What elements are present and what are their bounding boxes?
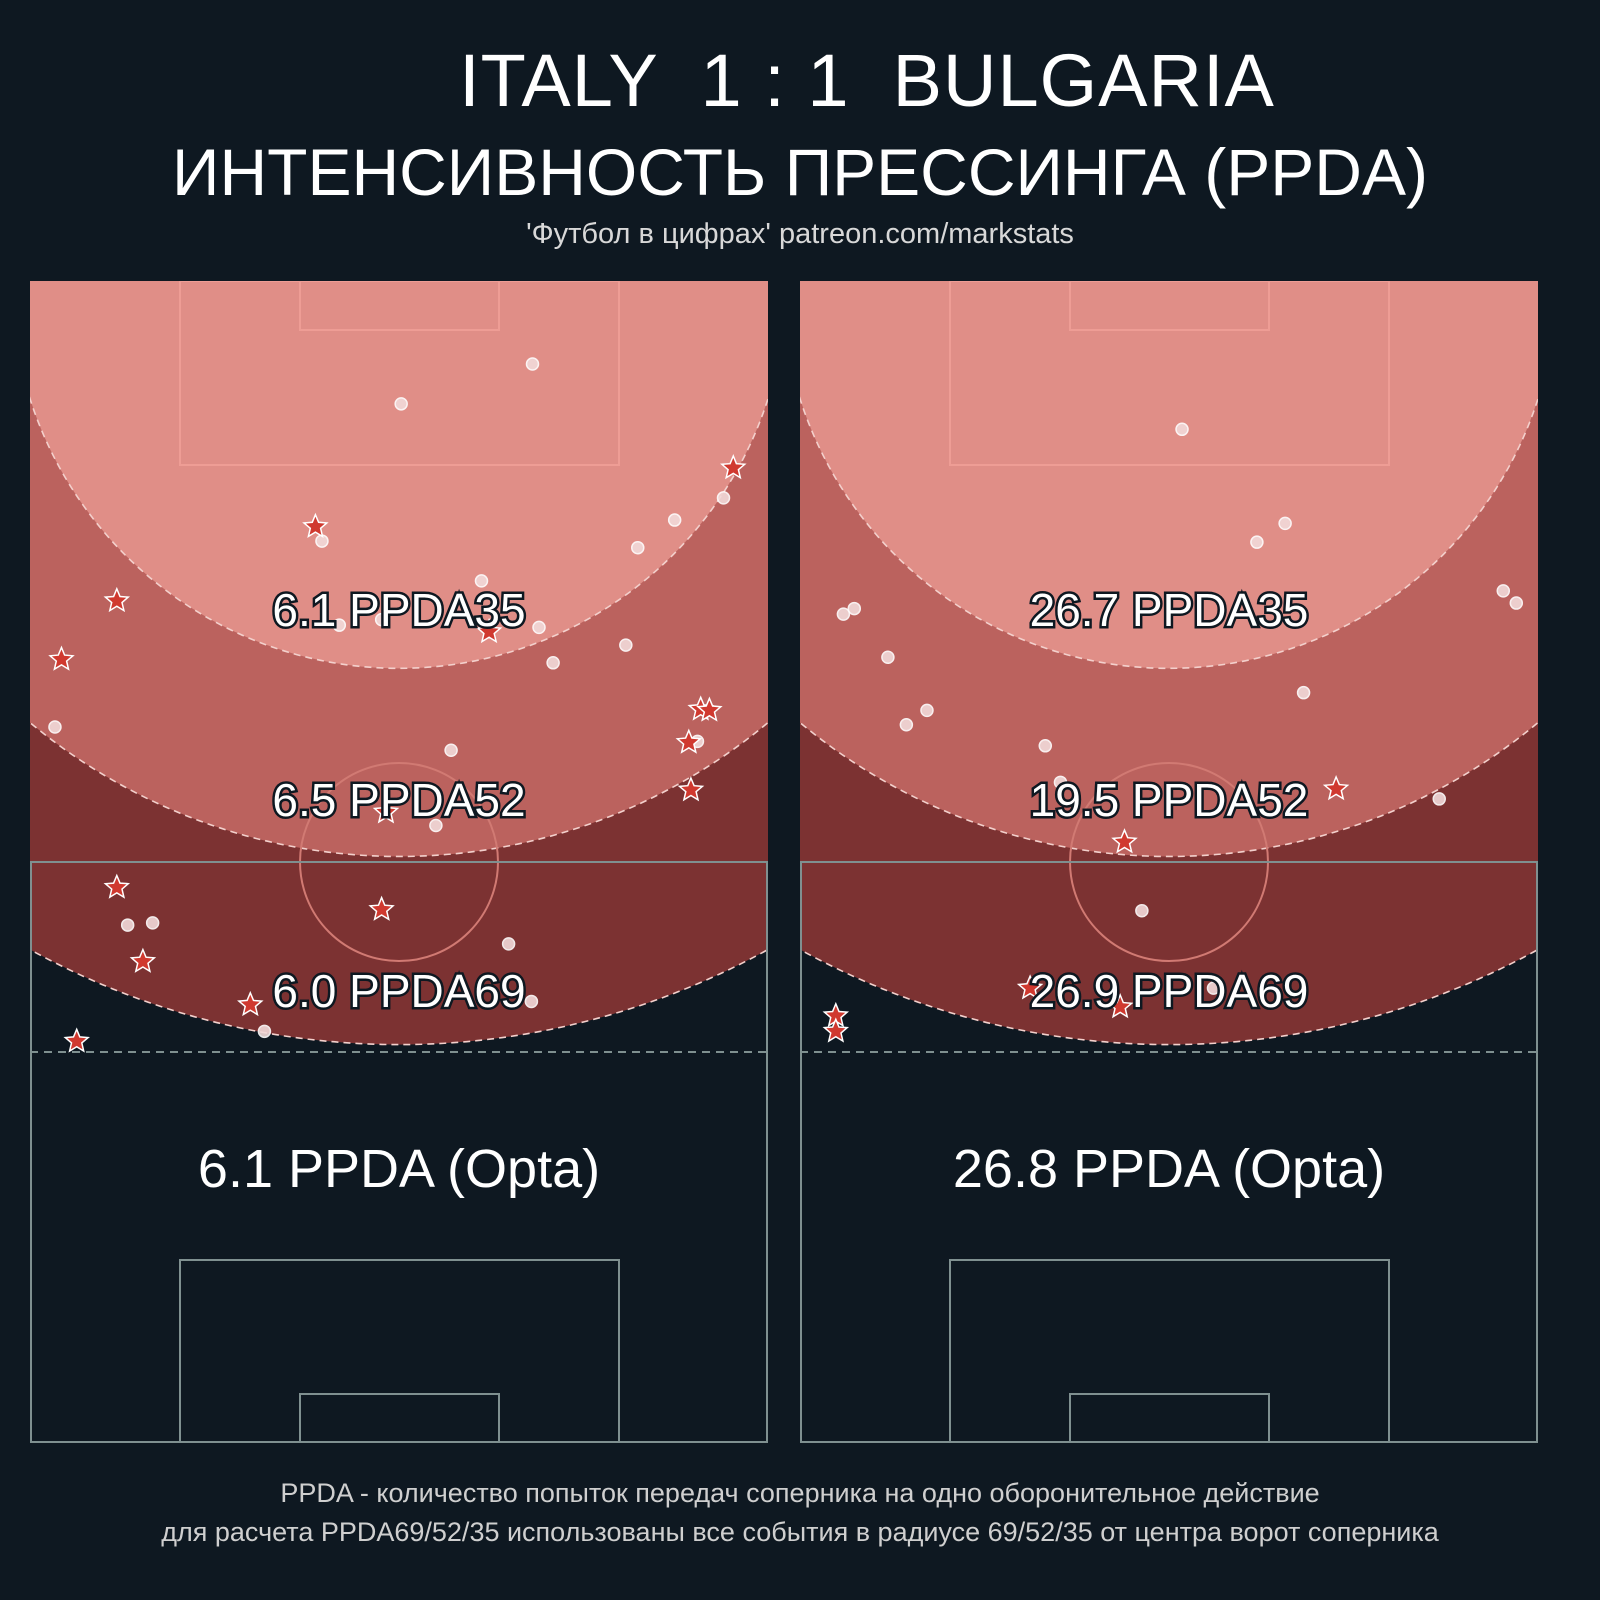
zones [800,281,1538,1046]
event-star [475,617,503,644]
event-dot [1509,596,1524,610]
source-credit: 'Футбол в цифрах' patreon.com/markstats [526,218,1074,250]
penalty-box-top [949,281,1390,466]
event-dot [524,994,539,1009]
six-yard-box-top [1069,281,1270,331]
event-dot [1250,535,1264,549]
event-star [720,454,747,480]
opta-ppda-label: 26.8 PPDA (Opta) [953,1139,1385,1199]
event-dot [120,918,135,932]
zone-label-52: 6.5 PPDA52 [272,774,525,826]
zone-label-69: 26.9 PPDA69 [1030,965,1309,1017]
event-dot [1175,422,1189,437]
event-star [103,586,131,613]
event-dot [881,650,895,665]
event-dot [546,656,560,670]
penalty-box-bottom [949,1259,1390,1443]
event-dot [1432,792,1446,806]
event-dot [474,574,489,588]
event-star [302,512,329,538]
event-dot [899,718,914,732]
zone-35 [800,281,1538,669]
event-dot [1496,584,1511,598]
event-star [677,776,705,802]
pitch-border-lower [30,861,768,1443]
zone-boundary-52 [800,721,1538,858]
event-dot [1135,903,1149,918]
zone-35 [30,281,768,669]
event-dot [1038,739,1053,753]
zone-label-35: 26.7 PPDA35 [1030,584,1309,636]
event-star [368,895,395,921]
event-dot [374,612,389,627]
event-star [1322,775,1350,801]
event-dot [631,540,645,555]
event-dot [532,620,546,635]
event-star [675,728,703,754]
event-dot [145,916,160,930]
event-dot [501,937,516,951]
zone-label-35: 6.1 PPDA35 [272,584,525,636]
chart-subtitle: ИНТЕНСИВНОСТЬ ПРЕССИНГА (PPDA) [172,135,1428,209]
six-yard-box-top [299,281,500,331]
event-dot [716,491,731,505]
event-dot [847,601,862,616]
event-star [1016,974,1044,1000]
event-dot [444,743,458,757]
pitch-right: 26.7 PPDA35 19.5 PPDA52 26.9 PPDA69 26.8 PP… [800,281,1538,1443]
event-dot [1206,981,1221,995]
event-star [237,990,264,1017]
event-star [696,696,723,722]
event-star [372,798,400,824]
event-star [1111,828,1138,854]
zone-boundary-52 [30,721,768,858]
footer-line-2: для расчета PPDA69/52/35 использованы вс… [161,1517,1439,1547]
event-star [48,645,75,671]
footer-line-1: PPDA - количество попыток передач соперн… [280,1478,1320,1508]
opta-ppda-label: 6.1 PPDA (Opta) [198,1139,600,1199]
event-dot [394,397,408,411]
event-dot [48,720,62,734]
zone-label-69: 6.0 PPDA69 [272,965,525,1017]
event-star [822,1017,850,1043]
event-dot [332,618,347,632]
event-star [103,873,131,899]
event-dot [667,513,682,527]
event-dot [257,1024,272,1039]
event-dot [920,703,934,718]
zone-label-52: 19.5 PPDA52 [1030,774,1309,826]
event-dot [1053,775,1068,790]
penalty-box-bottom [179,1259,620,1443]
penalty-box-top [179,281,620,466]
event-star [63,1027,90,1053]
match-title: ITALY 1 : 1 BULGARIA [459,39,1275,122]
six-yard-box-bottom [299,1393,500,1443]
event-star [1106,993,1134,1019]
event-dot [429,818,443,833]
event-dot [525,357,540,371]
event-dot [619,638,633,652]
pitch-border-lower [800,861,1538,1443]
event-star [129,947,157,973]
pitch-left: 6.1 PPDA35 6.5 PPDA52 6.0 PPDA69 6.1 PPDA (… [30,281,768,1443]
event-dot [836,607,851,621]
event-dot [1278,516,1292,531]
six-yard-box-bottom [1069,1393,1270,1443]
zones [30,281,768,1046]
event-dot [1296,685,1311,700]
